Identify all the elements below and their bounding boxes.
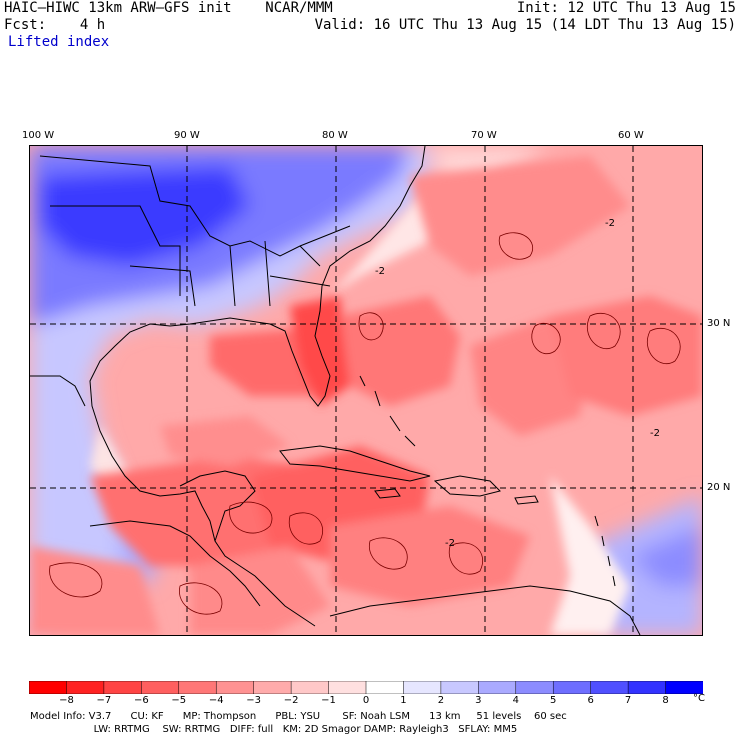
colorbar-swatch <box>215 681 255 694</box>
colorbar-swatch <box>178 681 217 694</box>
colorbar-tick-label: −3 <box>246 695 262 706</box>
colorbar-tick-label: 0 <box>362 695 370 706</box>
lon-label-100w: 100 W <box>22 130 55 141</box>
contour-label: -2 <box>650 428 660 439</box>
colorbar-tick-label: 1 <box>400 695 407 706</box>
init-time: Init: 12 UTC Thu 13 Aug 15 <box>516 0 736 16</box>
contour-label: -2 <box>375 266 385 277</box>
colorbar-swatch <box>515 681 554 694</box>
lon-label-60w: 60 W <box>618 130 644 141</box>
colorbar-tick-label: −5 <box>171 695 187 706</box>
colorbar-tick-label: 7 <box>624 695 632 706</box>
colorbar-swatch <box>29 681 68 694</box>
colorbar-tick-label: 8 <box>662 695 669 706</box>
colorbar-tick-label: −1 <box>321 695 336 706</box>
graticule <box>30 146 702 635</box>
colorbar-swatch <box>665 681 703 694</box>
lifted-index-map: -2 -2 -2 -2 <box>29 145 703 636</box>
colorbar-swatch <box>590 681 629 694</box>
colorbar-swatch <box>627 681 667 694</box>
colorbar-swatch <box>403 681 442 694</box>
colorbar-tick-label: 3 <box>475 695 482 706</box>
lon-label-80w: 80 W <box>322 130 348 141</box>
colorbar-swatch <box>552 681 592 694</box>
contour-lines <box>49 232 681 615</box>
footer-line-1: Model Info: V3.7 CU: KF MP: Thompson PBL… <box>30 711 567 722</box>
colorbar-tick-label: 6 <box>587 695 594 706</box>
colorbar-swatch <box>103 681 143 694</box>
contour-label: -2 <box>605 218 615 229</box>
colorbar-tick-label: 4 <box>512 695 519 706</box>
colorbar-tick-label: −8 <box>59 695 74 706</box>
colorbar-swatch <box>253 681 292 694</box>
colorbar-swatch <box>66 681 105 694</box>
colorbar <box>29 681 703 694</box>
contour-label-group: -2 -2 -2 -2 <box>375 218 660 549</box>
lon-label-90w: 90 W <box>174 130 200 141</box>
valid-time: Valid: 16 UTC Thu 13 Aug 15 (14 LDT Thu … <box>314 17 736 33</box>
colorbar-tick-label: −7 <box>96 695 112 706</box>
colorbar-tick-label: 5 <box>550 695 557 706</box>
footer-line-2: LW: RRTMG SW: RRTMG DIFF: full KM: 2D Sm… <box>30 724 518 735</box>
field-name: Lifted index <box>8 34 110 50</box>
colorbar-swatch <box>290 681 330 694</box>
forecast-hour: Fcst: 4 h <box>4 17 106 33</box>
colorbar-tick-label: 2 <box>437 695 445 706</box>
colorbar-tick-label: −2 <box>283 695 299 706</box>
colorbar-unit: °C <box>693 693 705 704</box>
colorbar-swatch <box>440 681 480 694</box>
colorbar-swatch <box>328 681 367 694</box>
lat-label-20n: 20 N <box>707 482 731 493</box>
colorbar-tick-label: −6 <box>133 695 149 706</box>
lon-label-70w: 70 W <box>471 130 497 141</box>
colorbar-swatch <box>365 681 405 694</box>
colorbar-swatch <box>141 681 180 694</box>
title-left: HAIC–HIWC 13km ARW–GFS init NCAR/MMM <box>4 0 333 16</box>
colorbar-swatch <box>478 681 517 694</box>
contour-label: -2 <box>445 538 455 549</box>
map-canvas: -2 -2 -2 -2 <box>30 146 702 635</box>
coastlines <box>30 146 641 635</box>
lat-label-30n: 30 N <box>707 318 731 329</box>
colorbar-tick-label: −4 <box>208 695 224 706</box>
